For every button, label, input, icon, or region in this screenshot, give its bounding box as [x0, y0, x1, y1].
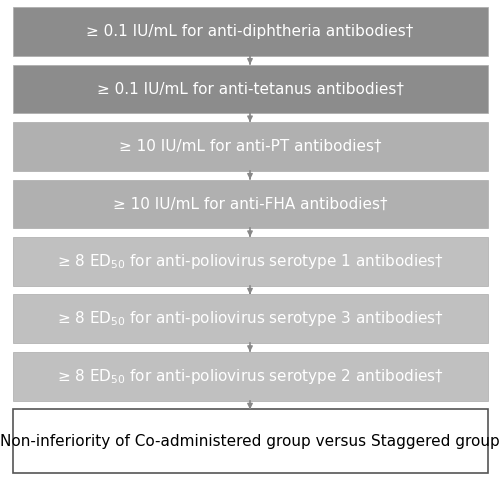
Text: ≥ 8 ED$_{50}$ for anti-poliovirus serotype 3 antibodies†: ≥ 8 ED$_{50}$ for anti-poliovirus seroty… — [56, 309, 444, 328]
Text: ≥ 8 ED$_{50}$ for anti-poliovirus serotype 2 antibodies†: ≥ 8 ED$_{50}$ for anti-poliovirus seroty… — [56, 367, 444, 386]
Bar — [12, 237, 488, 286]
Text: Non-inferiority of Co-administered group versus Staggered group: Non-inferiority of Co-administered group… — [0, 433, 500, 449]
Text: ≥ 10 IU/mL for anti-FHA antibodies†: ≥ 10 IU/mL for anti-FHA antibodies† — [113, 196, 387, 212]
Bar — [12, 122, 488, 171]
Text: ≥ 0.1 IU/mL for anti-tetanus antibodies†: ≥ 0.1 IU/mL for anti-tetanus antibodies† — [96, 82, 404, 96]
Bar — [12, 409, 488, 473]
Text: ≥ 0.1 IU/mL for anti-diphtheria antibodies†: ≥ 0.1 IU/mL for anti-diphtheria antibodi… — [86, 24, 413, 39]
Text: ≥ 10 IU/mL for anti-PT antibodies†: ≥ 10 IU/mL for anti-PT antibodies† — [119, 139, 382, 154]
Bar — [12, 65, 488, 113]
Bar — [12, 352, 488, 401]
Bar — [12, 7, 488, 56]
Bar — [12, 180, 488, 228]
Bar — [12, 294, 488, 343]
Text: ≥ 8 ED$_{50}$ for anti-poliovirus serotype 1 antibodies†: ≥ 8 ED$_{50}$ for anti-poliovirus seroty… — [56, 252, 444, 271]
